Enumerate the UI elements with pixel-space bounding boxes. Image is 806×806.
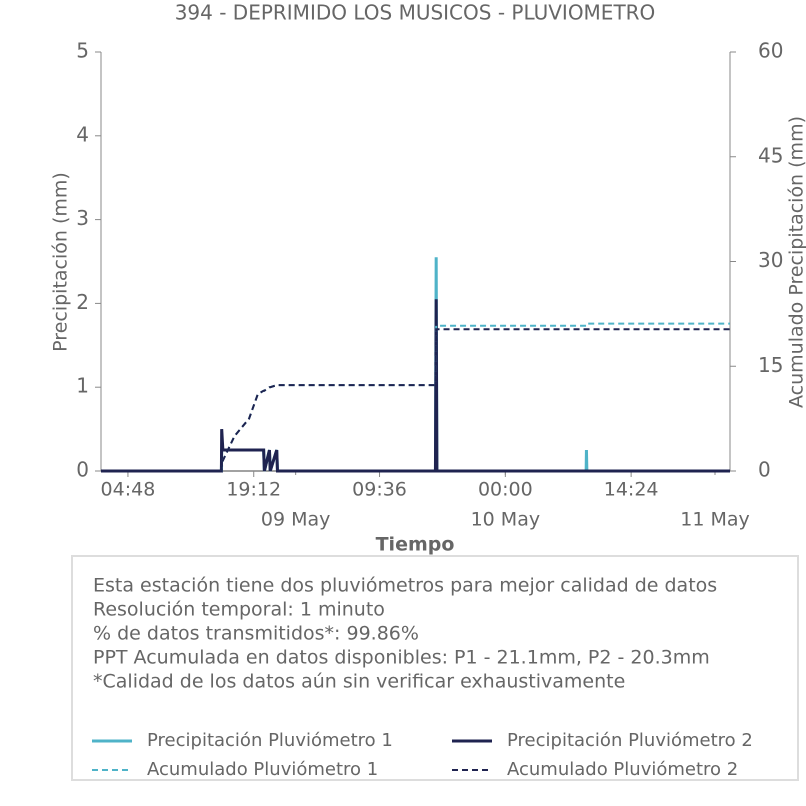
- y-tick-label: 3: [76, 206, 89, 230]
- x-date-label: 10 May: [471, 509, 541, 531]
- y-tick-label: 5: [76, 39, 89, 63]
- legend-label: Acumulado Pluviómetro 2: [507, 759, 738, 780]
- y2-axis-label: Acumulado Precipitación (mm): [786, 116, 806, 408]
- legend-label: Acumulado Pluviómetro 1: [147, 759, 378, 780]
- y-tick-label: 1: [76, 374, 89, 398]
- y-tick-label: 0: [76, 458, 89, 482]
- note: Esta estación tiene dos pluviómetros par…: [93, 575, 717, 597]
- x-tick-label: 09:36: [352, 479, 407, 501]
- x-tick-label: 19:12: [226, 479, 281, 501]
- note: *Calidad de los datos aún sin verificar …: [93, 671, 625, 693]
- x-date-label: 11 May: [680, 509, 750, 531]
- info-box: [71, 555, 799, 781]
- chart-title: 394 - DEPRIMIDO LOS MUSICOS - PLUVIOMETR…: [175, 1, 656, 25]
- legend-label: Precipitación Pluviómetro 2: [507, 730, 753, 751]
- x-tick-label: 00:00: [478, 479, 533, 501]
- x-tick-label: 04:48: [101, 479, 156, 501]
- y2-tick-label: 30: [758, 248, 783, 272]
- precip-line: [101, 257, 730, 473]
- y-axis-label: Precipitación (mm): [50, 172, 72, 352]
- y2-tick-label: 0: [758, 458, 771, 482]
- y-tick-label: 2: [76, 290, 89, 314]
- y2-tick-label: 15: [758, 353, 783, 377]
- x-date-label: 09 May: [261, 509, 331, 531]
- cumulative-line: [101, 328, 730, 472]
- y-tick-label: 4: [76, 122, 89, 146]
- x-axis-label: Tiempo: [376, 534, 455, 556]
- legend-label: Precipitación Pluviómetro 1: [147, 730, 393, 751]
- note: % de datos transmitidos*: 99.86%: [93, 623, 419, 645]
- y2-tick-label: 45: [758, 143, 783, 167]
- cumulative-line: [101, 322, 730, 472]
- x-tick-label: 14:24: [604, 479, 659, 501]
- y2-tick-label: 60: [758, 39, 783, 63]
- precip-line: [101, 299, 730, 473]
- note: Resolución temporal: 1 minuto: [93, 599, 385, 621]
- note: PPT Acumulada en datos disponibles: P1 -…: [93, 647, 710, 669]
